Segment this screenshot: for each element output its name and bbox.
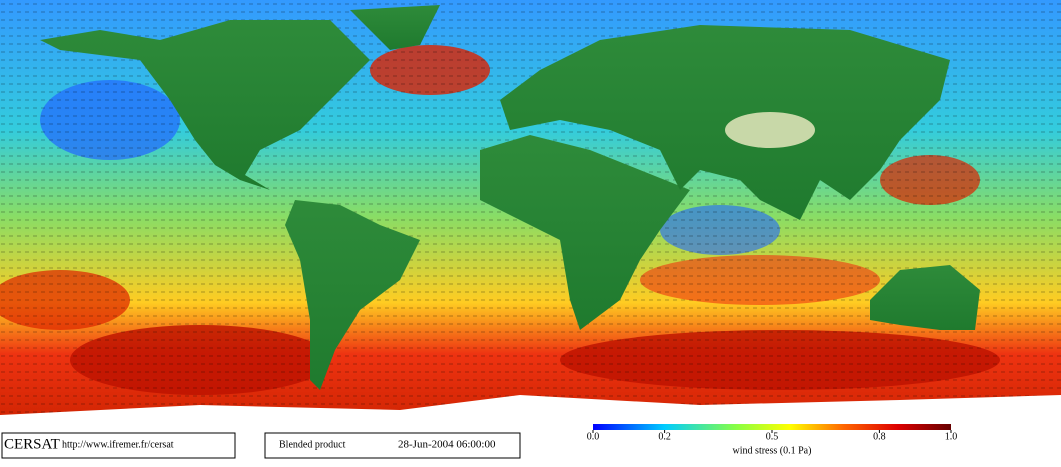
product-name: Blended product: [279, 439, 346, 450]
colorbar-tick-label: 1.0: [945, 431, 958, 442]
colorbar-tick-label: 0.8: [873, 431, 886, 442]
colorbar-tick-label: 0.5: [766, 431, 779, 442]
logo: CERSAT: [4, 436, 60, 452]
australia: [870, 265, 980, 330]
plateau: [725, 112, 815, 148]
greenland: [350, 5, 440, 50]
logo-box: [1, 432, 236, 459]
africa: [480, 135, 690, 330]
colorbar-tick-label: 0.0: [587, 431, 600, 442]
product-box: [264, 432, 521, 459]
colorbar: [593, 424, 951, 430]
product-date: 28-Jun-2004 06:00:00: [398, 439, 496, 451]
land: [40, 5, 980, 390]
south-america: [285, 200, 420, 390]
antarctica: [0, 395, 1061, 432]
colorbar-title: wind stress (0.1 Pa): [733, 445, 812, 456]
north-america: [40, 20, 370, 190]
colorbar-tick-label: 0.2: [658, 431, 671, 442]
eurasia: [500, 25, 950, 220]
url: http://www.ifremer.fr/cersat: [62, 439, 174, 450]
